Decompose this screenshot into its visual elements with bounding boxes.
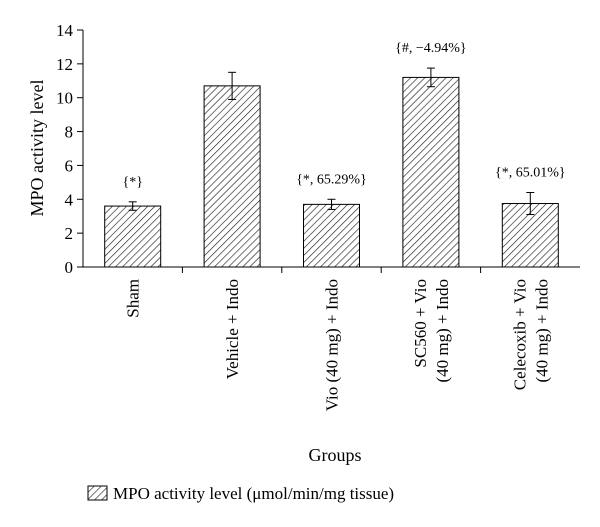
data-annotation: {*}	[122, 175, 142, 190]
y-axis-label: MPO activity level	[27, 80, 47, 217]
x-axis-tick-labels: Sham Vehicle + Indo Vio (40 mg) + Indo SC56…	[124, 267, 551, 411]
data-annotation: {*, 65.01%}	[495, 166, 566, 181]
bar	[203, 85, 261, 268]
bar	[104, 205, 162, 268]
y-axis-ticks: 0 2 4 6 8 10 12 14	[56, 21, 83, 277]
y-tick-label: 4	[65, 190, 74, 209]
y-tick-label: 8	[65, 123, 74, 142]
y-tick-label: 2	[65, 224, 74, 243]
x-tick-label: (40 mg) + Indo	[433, 279, 452, 383]
y-tick-label: 0	[65, 258, 74, 277]
x-tick-label: SC560 + Vio	[411, 279, 430, 368]
y-tick-label: 12	[56, 55, 73, 74]
y-tick-label: 14	[56, 21, 74, 40]
x-axis-label: Groups	[309, 445, 362, 465]
bar	[303, 203, 360, 268]
x-tick-label: Sham	[124, 279, 143, 318]
data-annotation: {*, 65.29%}	[296, 172, 367, 187]
data-annotation: {#, −4.94%}	[395, 41, 467, 56]
x-tick-label: Vehicle + Indo	[223, 279, 242, 379]
x-tick-label: Celecoxib + Vio	[510, 279, 529, 390]
legend-label: MPO activity level (μmol/min/mg tissue)	[113, 484, 394, 503]
bar	[402, 76, 460, 268]
legend-swatch	[87, 485, 108, 501]
y-tick-label: 6	[65, 156, 74, 175]
legend: MPO activity level (μmol/min/mg tissue)	[87, 484, 394, 503]
plot-area: {*} {*, 65.29%} {#, −4.94%} {*, 65.01%}	[104, 41, 566, 268]
y-tick-label: 10	[56, 89, 73, 108]
x-tick-label: Vio (40 mg) + Indo	[323, 279, 342, 411]
x-tick-label: (40 mg) + Indo	[532, 279, 551, 383]
